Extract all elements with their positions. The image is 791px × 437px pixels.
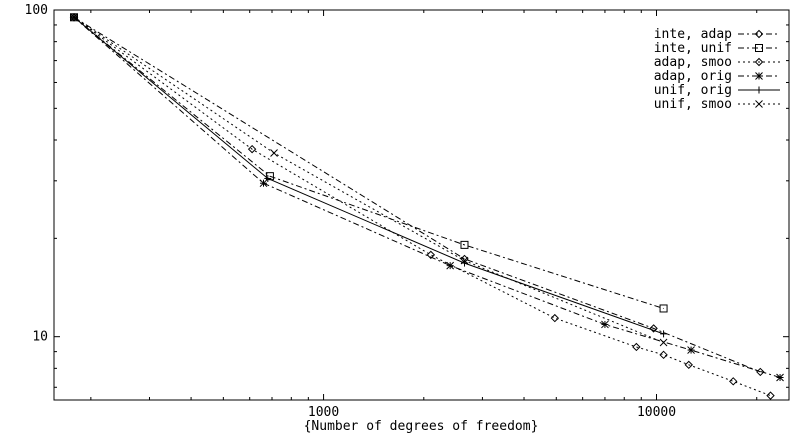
x-axis-title: {Number of degrees of freedom} (304, 419, 539, 434)
series-marker (659, 338, 668, 347)
series-marker (729, 377, 738, 386)
y-tick-label: 100 (25, 3, 48, 18)
series-marker (426, 250, 436, 260)
series-marker (776, 373, 784, 382)
plot-area-frame (53, 9, 790, 401)
series-marker (755, 100, 763, 108)
series-marker (460, 240, 469, 249)
series-marker (270, 149, 278, 157)
ticks-layer: 1000 10000 10 100 (25, 3, 789, 420)
series-marker (659, 304, 668, 313)
series-marker (70, 13, 78, 22)
series-marker (687, 346, 695, 354)
series-marker (460, 256, 469, 265)
series-marker (649, 324, 658, 333)
series-marker (755, 86, 763, 94)
series-marker (264, 174, 272, 182)
series-marker (660, 330, 668, 338)
legend-label: inte, unif (654, 41, 732, 56)
series-marker (446, 261, 455, 270)
series-marker (247, 144, 257, 154)
y-tick-label: 10 (32, 330, 48, 345)
series-line (73, 16, 664, 309)
series-line (73, 16, 664, 335)
series-marker (754, 57, 764, 67)
series-marker (755, 72, 763, 80)
series-line (73, 16, 761, 373)
series-marker (632, 342, 641, 352)
series-marker (756, 367, 765, 377)
legend-label: adap, orig (654, 69, 732, 84)
x-tick-label: 10000 (637, 405, 676, 420)
series-marker (755, 44, 763, 52)
legend-label: unif, smoo (654, 97, 732, 112)
x-tick-label: 1000 (308, 405, 339, 420)
series-inte-unif (70, 13, 668, 313)
series-marker (259, 179, 268, 188)
series-layer (69, 13, 784, 400)
series-marker (659, 350, 668, 360)
series-line (73, 16, 771, 397)
series-unif-smoo (70, 13, 668, 347)
legend-label: unif, orig (654, 83, 732, 98)
legend-label: adap, smoo (654, 55, 732, 70)
series-marker (754, 29, 764, 39)
series-marker (766, 391, 775, 400)
series-marker (550, 313, 560, 323)
series-line (73, 16, 664, 343)
legend-label: inte, adap (654, 27, 732, 42)
series-marker (684, 360, 693, 370)
series-unif-orig (70, 13, 668, 338)
series-marker (601, 320, 609, 329)
